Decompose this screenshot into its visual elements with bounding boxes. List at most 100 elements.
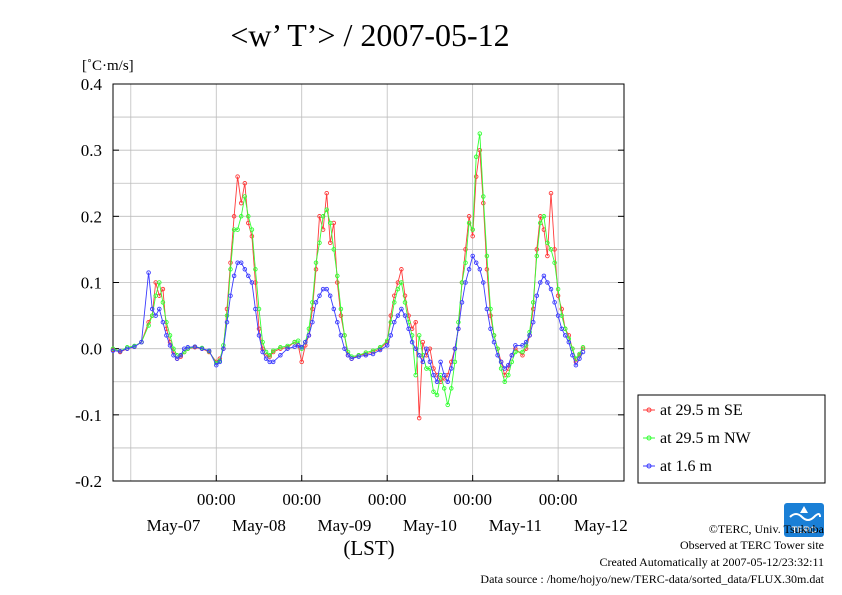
data-point: [356, 354, 361, 359]
y-tick-label: -0.2: [75, 472, 102, 491]
data-point: [171, 353, 176, 358]
data-point: [470, 233, 475, 239]
x-axis-ticks: 00:00 00:00 00:00 00:00 00:00 May-07 May-08 May…: [147, 475, 628, 535]
data-point: [570, 353, 575, 358]
series-line: [112, 254, 584, 384]
data-point: [395, 286, 401, 292]
y-tick-label: -0.1: [75, 406, 102, 425]
data-point: [139, 339, 144, 345]
data-point: [413, 346, 418, 351]
data-point: [392, 319, 397, 325]
legend-label: at 29.5 m SE: [660, 402, 743, 419]
data-point: [559, 326, 564, 332]
data-point: [577, 356, 582, 361]
data-point: [313, 260, 319, 265]
y-axis-ticks: 0.4 0.3 0.2 0.1 0.0 -0.1 -0.2: [75, 75, 624, 491]
data-point: [445, 379, 450, 385]
data-point: [473, 260, 479, 265]
data-point: [466, 220, 472, 226]
data-point: [238, 214, 244, 219]
chart-title: <w’ T’> / 2007-05-12: [230, 17, 509, 53]
data-point: [555, 286, 561, 292]
data-point: [441, 372, 447, 378]
x-tick-time-label: 00:00: [539, 490, 578, 509]
series-2: [110, 253, 586, 385]
data-point: [270, 348, 276, 353]
data-point: [392, 300, 397, 305]
data-point: [324, 207, 329, 212]
data-point: [185, 345, 191, 350]
data-point: [270, 359, 276, 365]
data-point: [559, 306, 564, 312]
y-tick-label: 0.4: [81, 75, 103, 94]
data-point: [399, 280, 404, 285]
data-point: [513, 343, 518, 348]
data-point: [395, 313, 401, 318]
data-point: [555, 293, 561, 298]
data-point: [434, 392, 440, 398]
x-tick-time-label: 00:00: [453, 490, 492, 509]
data-point: [327, 220, 333, 226]
data-point: [530, 300, 536, 305]
legend-swatch-point: [646, 463, 652, 469]
data-point: [427, 359, 433, 365]
data-point: [160, 286, 166, 292]
data-point: [548, 190, 554, 196]
terc-logo: TERC: [784, 503, 824, 537]
data-point: [452, 346, 458, 351]
data-point: [242, 181, 248, 186]
data-point: [452, 359, 458, 365]
data-point: [370, 351, 376, 357]
data-point: [506, 362, 511, 368]
data-point: [413, 372, 418, 378]
data-point: [160, 319, 166, 325]
data-point: [345, 353, 351, 358]
data-point: [527, 333, 532, 338]
data-point: [256, 333, 262, 338]
data-point: [338, 313, 344, 318]
data-point: [388, 313, 394, 318]
series-1: [110, 131, 586, 408]
series-line: [112, 150, 584, 419]
data-point: [456, 326, 461, 332]
data-point: [235, 174, 240, 179]
data-point: [327, 293, 333, 298]
data-point: [242, 194, 248, 199]
data-point: [235, 227, 240, 232]
data-point: [363, 353, 369, 358]
series-line: [112, 133, 584, 405]
data-point: [502, 366, 507, 371]
data-point: [164, 333, 169, 338]
data-point: [317, 240, 322, 246]
data-point: [577, 351, 582, 357]
logo-wave-icon: [789, 513, 821, 521]
data-point: [228, 267, 233, 272]
legend-label: at 1.6 m: [660, 458, 713, 475]
credit-site: Observed at TERC Tower site: [679, 538, 824, 552]
x-tick-time-label: 00:00: [197, 490, 236, 509]
data-point: [545, 240, 550, 246]
data-point: [545, 253, 550, 259]
data-point: [466, 214, 472, 219]
data-point: [228, 293, 233, 298]
data-point: [249, 280, 255, 285]
data-point: [484, 306, 490, 312]
data-point: [509, 359, 515, 365]
data-point: [481, 280, 486, 285]
credit-created: Created Automatically at 2007-05-12/23:3…: [599, 555, 824, 569]
data-point: [310, 306, 315, 312]
data-point: [303, 339, 308, 345]
data-point: [541, 214, 547, 219]
data-point: [285, 343, 290, 349]
x-tick-date-label: May-08: [232, 516, 286, 535]
data-point: [181, 346, 187, 351]
data-point: [416, 333, 422, 338]
data-point: [520, 343, 525, 348]
x-tick-time-label: 00:00: [368, 490, 407, 509]
data-point: [431, 372, 436, 378]
x-axis-label: (LST): [343, 536, 394, 560]
legend-box: [637, 394, 826, 484]
data-point: [562, 333, 568, 338]
data-point: [299, 345, 304, 350]
data-point: [299, 359, 304, 365]
